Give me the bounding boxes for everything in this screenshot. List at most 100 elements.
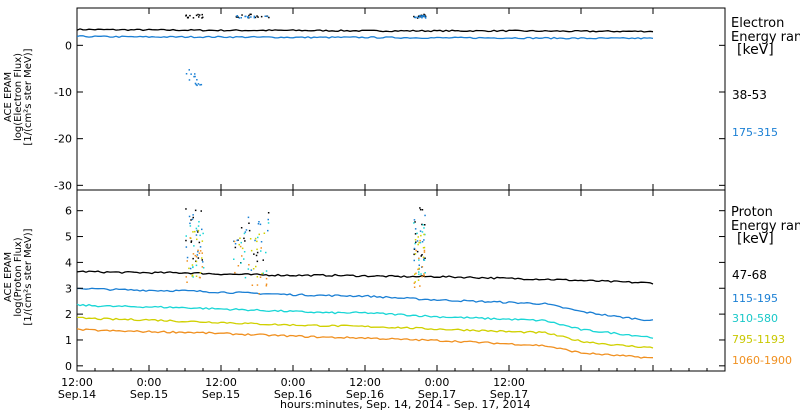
y-tick-label: 2: [65, 308, 72, 321]
proton-burst-point: [201, 257, 203, 259]
proton-burst-point: [186, 281, 188, 283]
proton-burst-point: [255, 254, 258, 257]
proton-burst-point: [416, 232, 418, 235]
proton-burst-point: [194, 254, 197, 257]
proton-burst-point: [417, 279, 420, 281]
electron-burst-point: [195, 14, 198, 17]
proton-burst-point: [239, 237, 241, 239]
proton-burst-point: [424, 257, 426, 259]
x-tick-date-label: Sep.16: [274, 388, 312, 401]
electron-burst-point: [266, 15, 269, 18]
x-tick-time-label: 12:00: [493, 376, 525, 389]
x-tick-time-label: 0:00: [137, 376, 162, 389]
proton-burst-point: [413, 219, 416, 221]
electron-burst-point: [197, 13, 199, 16]
electron-burst-point: [201, 13, 203, 16]
proton-burst-point: [267, 229, 269, 232]
proton-burst-point: [256, 276, 259, 278]
proton-burst-point: [260, 247, 262, 249]
proton-burst-point: [420, 273, 422, 275]
proton-burst-point: [265, 277, 268, 280]
electron-burst-point: [198, 14, 201, 16]
proton-burst-point: [414, 221, 416, 223]
electron-burst-point: [196, 79, 198, 81]
proton-burst-point: [419, 241, 422, 244]
proton-burst-point: [415, 272, 417, 275]
electron-burst-point: [256, 15, 258, 17]
proton-burst-point: [258, 221, 260, 223]
proton-burst-point: [418, 241, 420, 244]
electron-burst-point: [240, 17, 242, 19]
proton-burst-point: [413, 247, 416, 250]
proton-burst-point: [199, 272, 202, 274]
proton-burst-point: [247, 268, 250, 270]
proton-burst-point: [192, 216, 194, 219]
proton-burst-point: [201, 228, 203, 231]
proton-burst-point: [188, 267, 190, 270]
proton-burst-point: [256, 251, 259, 254]
electron-burst-point: [250, 13, 252, 16]
electron-burst-point: [238, 17, 241, 19]
electron-burst-point: [196, 84, 198, 87]
y-tick-label: -20: [54, 133, 72, 146]
proton-burst-point: [418, 267, 420, 270]
proton-burst-point: [262, 272, 264, 274]
electron-burst-point: [418, 16, 420, 19]
proton-burst-point: [422, 247, 425, 249]
proton-burst-point: [423, 274, 425, 277]
proton-legend-entry: 310-580: [732, 312, 778, 325]
electron-series-38-53: [76, 28, 654, 33]
proton-burst-point: [185, 239, 187, 242]
proton-yunit: [1/(cm²s ster MeV)]: [23, 228, 34, 326]
electron-burst-point: [187, 16, 189, 19]
proton-burst-point: [423, 258, 425, 260]
x-tick-time-label: 12:00: [61, 376, 93, 389]
proton-burst-point: [267, 212, 270, 214]
electron-burst-point: [194, 75, 196, 78]
proton-burst-point: [234, 243, 237, 245]
proton-burst-point: [198, 276, 201, 279]
electron-burst-point: [423, 14, 425, 17]
electron-burst-point: [199, 84, 201, 86]
proton-y-axis-title: ACE EPAM log(Proton Flux) [1/(cm²s ster …: [3, 192, 34, 362]
proton-burst-point: [233, 240, 236, 243]
electron-burst-point: [250, 16, 252, 18]
proton-burst-point: [254, 239, 256, 242]
electron-burst-point: [268, 16, 270, 19]
proton-burst-point: [257, 236, 259, 239]
proton-burst-point: [186, 260, 188, 262]
proton-burst-point: [258, 233, 260, 236]
proton-burst-point: [198, 241, 201, 244]
proton-burst-point: [240, 227, 243, 229]
proton-legend-subtitle: Energy ran: [731, 219, 800, 234]
proton-burst-point: [199, 250, 202, 252]
proton-burst-point: [416, 250, 419, 253]
electron-burst-point: [197, 83, 200, 85]
proton-burst-point: [201, 266, 204, 268]
proton-burst-point: [417, 236, 419, 238]
electron-burst-point: [253, 16, 256, 19]
electron-burst-point: [247, 16, 249, 18]
proton-burst-point: [196, 238, 198, 241]
proton-burst-point: [243, 237, 245, 240]
proton-legend-entry: 1060-1900: [732, 354, 792, 367]
proton-burst-point: [192, 214, 194, 216]
electron-burst-point: [418, 14, 421, 17]
proton-burst-point: [413, 253, 415, 256]
proton-burst-point: [192, 253, 195, 255]
electron-burst-point: [417, 15, 420, 17]
proton-series-115-195: [77, 287, 654, 322]
proton-burst-point: [419, 285, 421, 287]
electron-y-axis-title: ACE EPAM log(Electron Flux) [1/(cm²s ste…: [3, 7, 34, 187]
proton-burst-point: [201, 259, 203, 261]
proton-burst-point: [423, 273, 425, 275]
proton-burst-point: [424, 272, 426, 274]
proton-burst-point: [258, 293, 260, 295]
proton-burst-point: [421, 254, 423, 256]
x-tick-time-label: 0:00: [281, 376, 306, 389]
proton-burst-point: [422, 256, 425, 259]
proton-burst-point: [194, 230, 196, 233]
proton-burst-point: [241, 247, 244, 250]
proton-burst-point: [195, 256, 198, 258]
